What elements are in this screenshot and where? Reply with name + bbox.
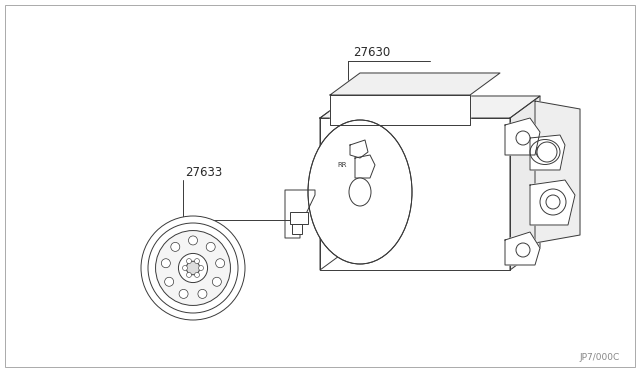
Circle shape <box>198 289 207 298</box>
Circle shape <box>186 261 200 275</box>
Ellipse shape <box>530 140 560 164</box>
Text: 27633: 27633 <box>185 166 222 179</box>
Circle shape <box>156 231 230 305</box>
Circle shape <box>182 266 188 270</box>
Text: RR: RR <box>337 162 347 168</box>
Circle shape <box>186 272 191 278</box>
Polygon shape <box>530 180 575 225</box>
Polygon shape <box>505 118 540 155</box>
Circle shape <box>179 289 188 298</box>
Polygon shape <box>320 96 540 118</box>
Polygon shape <box>330 73 500 95</box>
Circle shape <box>164 277 173 286</box>
Circle shape <box>516 131 530 145</box>
Ellipse shape <box>536 144 554 160</box>
Polygon shape <box>320 118 510 270</box>
Circle shape <box>148 223 238 313</box>
Polygon shape <box>320 96 350 270</box>
Circle shape <box>141 216 245 320</box>
Polygon shape <box>530 135 565 170</box>
Circle shape <box>546 195 560 209</box>
Ellipse shape <box>308 120 412 264</box>
Circle shape <box>216 259 225 268</box>
Circle shape <box>540 189 566 215</box>
Polygon shape <box>510 96 540 270</box>
Circle shape <box>537 142 557 162</box>
Circle shape <box>186 259 191 264</box>
Circle shape <box>206 243 215 251</box>
Polygon shape <box>330 95 470 125</box>
Bar <box>290 212 308 224</box>
Circle shape <box>195 259 200 264</box>
Text: JP7/000C: JP7/000C <box>580 353 620 362</box>
Polygon shape <box>350 140 368 158</box>
Circle shape <box>171 243 180 251</box>
Circle shape <box>179 253 207 283</box>
Circle shape <box>195 272 200 278</box>
Circle shape <box>212 277 221 286</box>
Polygon shape <box>535 101 580 243</box>
Circle shape <box>198 266 204 270</box>
Circle shape <box>516 243 530 257</box>
Polygon shape <box>505 232 540 265</box>
Circle shape <box>189 236 198 245</box>
Ellipse shape <box>349 178 371 206</box>
Circle shape <box>161 259 170 268</box>
Bar <box>292 224 302 234</box>
Polygon shape <box>355 155 375 178</box>
Text: 27630: 27630 <box>353 46 390 60</box>
